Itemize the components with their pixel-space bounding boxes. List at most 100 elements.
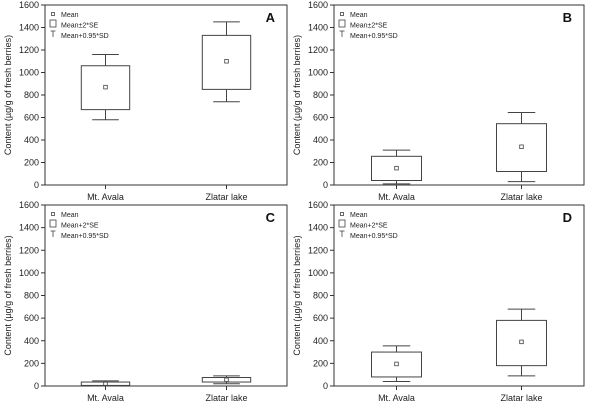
mean-marker <box>224 59 229 64</box>
box-rect <box>371 155 422 181</box>
box-rect <box>496 123 547 172</box>
legend-mean-icon <box>340 212 344 216</box>
y-tick-label: 0 <box>34 381 39 391</box>
y-tick-label: 1200 <box>308 45 328 55</box>
legend-box-icon <box>338 219 346 228</box>
mean-marker <box>519 339 524 345</box>
y-tick-label: 1000 <box>308 268 328 278</box>
legend-box-icon <box>49 219 57 228</box>
legend-label: Mean+0.95*SD <box>61 33 109 40</box>
box-rect <box>201 377 252 383</box>
y-tick-label: 200 <box>313 358 328 368</box>
x-tick-label: Zlatar lake <box>205 192 247 202</box>
legend-label: Mean±2*SE <box>350 23 388 30</box>
x-tick-label: Zlatar lake <box>205 393 247 403</box>
box-zlatar-lake <box>496 111 547 183</box>
legend-mean-icon <box>51 12 55 16</box>
mean-marker <box>103 84 108 90</box>
y-tick-label: 1200 <box>19 245 39 255</box>
y-tick-label: 1600 <box>308 200 328 210</box>
y-axis-label: Content (µg/g of fresh berries) <box>292 235 302 355</box>
x-tick-label: Mt. Avala <box>87 393 124 403</box>
y-tick-label: 1000 <box>19 268 39 278</box>
legend-mean-icon <box>340 12 344 16</box>
box-mt-avala <box>371 149 422 185</box>
legend-label: Mean <box>350 212 368 219</box>
legend-mean-icon <box>51 212 55 216</box>
y-tick-label: 1400 <box>308 223 328 233</box>
y-tick-label: 800 <box>313 90 328 100</box>
y-tick-label: 400 <box>24 336 39 346</box>
y-tick-label: 1600 <box>19 200 39 210</box>
y-tick-label: 1600 <box>308 0 328 10</box>
y-tick-label: 1400 <box>308 23 328 33</box>
panel-label: C <box>266 210 276 225</box>
x-tick-label: Mt. Avala <box>378 192 415 202</box>
x-tick-label: Mt. Avala <box>87 192 124 202</box>
y-tick-label: 200 <box>24 158 39 168</box>
x-tick-label: Zlatar lake <box>500 393 542 403</box>
legend-label: Mean+0.95*SD <box>61 233 109 240</box>
y-tick-label: 600 <box>313 113 328 123</box>
mean-marker <box>224 377 229 382</box>
mean-marker <box>103 381 108 386</box>
box-rect <box>371 351 422 378</box>
legend: Mean Mean±2*SE Mean+0.95*SD <box>338 12 398 40</box>
box-mt-avala <box>80 380 131 387</box>
legend-label: Mean+0.95*SD <box>350 233 398 240</box>
box-zlatar-lake <box>201 21 252 103</box>
panel-C: 0 200 400 600 800 1000 1200 1400 1600 Content (µg… <box>3 200 288 403</box>
panel-A: 0 200 400 600 800 1000 1200 1400 1600 Content (µg… <box>3 0 288 202</box>
y-tick-label: 400 <box>313 135 328 145</box>
legend: Mean Mean+2*SE Mean+0.95*SD <box>49 212 109 240</box>
mean-marker <box>394 165 399 171</box>
x-tick-label: Mt. Avala <box>378 393 415 403</box>
y-tick-label: 800 <box>24 291 39 301</box>
y-axis-label: Content (µg/g of fresh berries) <box>292 35 302 155</box>
y-tick-label: 800 <box>24 90 39 100</box>
legend-label: Mean+2*SE <box>350 223 388 230</box>
box-rect <box>80 381 131 386</box>
box-rect <box>80 65 131 111</box>
y-tick-label: 1000 <box>19 68 39 78</box>
y-tick-label: 1200 <box>308 245 328 255</box>
legend-label: Mean <box>61 212 79 219</box>
panel-label: A <box>266 10 276 25</box>
y-tick-label: 400 <box>313 336 328 346</box>
y-tick-label: 1000 <box>308 68 328 78</box>
panel-label: D <box>563 210 572 225</box>
legend-label: Mean+2*SE <box>61 223 99 230</box>
box-mt-avala <box>80 54 131 121</box>
y-tick-label: 800 <box>313 291 328 301</box>
y-tick-label: 600 <box>24 313 39 323</box>
legend-label: Mean±2*SE <box>61 23 99 30</box>
legend-label: Mean+0.95*SD <box>350 33 398 40</box>
y-tick-label: 1600 <box>19 0 39 10</box>
box-mt-avala <box>371 345 422 382</box>
box-zlatar-lake <box>201 375 252 385</box>
y-tick-label: 200 <box>313 158 328 168</box>
box-zlatar-lake <box>496 308 547 377</box>
y-tick-label: 1200 <box>19 45 39 55</box>
panel-D: 0 200 400 600 800 1000 1200 1400 1600 Content (µg… <box>292 200 585 403</box>
y-tick-label: 0 <box>323 180 328 190</box>
y-tick-label: 0 <box>323 381 328 391</box>
mean-marker <box>394 361 399 367</box>
panel-label: B <box>563 10 572 25</box>
legend-box-icon <box>49 19 57 28</box>
box-rect <box>496 319 547 367</box>
x-tick-label: Zlatar lake <box>500 192 542 202</box>
y-tick-label: 200 <box>24 358 39 368</box>
legend-label: Mean <box>61 12 79 19</box>
y-tick-label: 600 <box>313 313 328 323</box>
legend-box-icon <box>338 19 346 28</box>
y-tick-label: 0 <box>34 180 39 190</box>
mean-marker <box>519 144 524 149</box>
panel-B: 0 200 400 600 800 1000 1200 1400 1600 Content (µg… <box>292 0 585 202</box>
legend: Mean Mean+2*SE Mean+0.95*SD <box>338 212 398 240</box>
box-rect <box>201 34 252 90</box>
y-tick-label: 400 <box>24 135 39 145</box>
y-tick-label: 600 <box>24 113 39 123</box>
